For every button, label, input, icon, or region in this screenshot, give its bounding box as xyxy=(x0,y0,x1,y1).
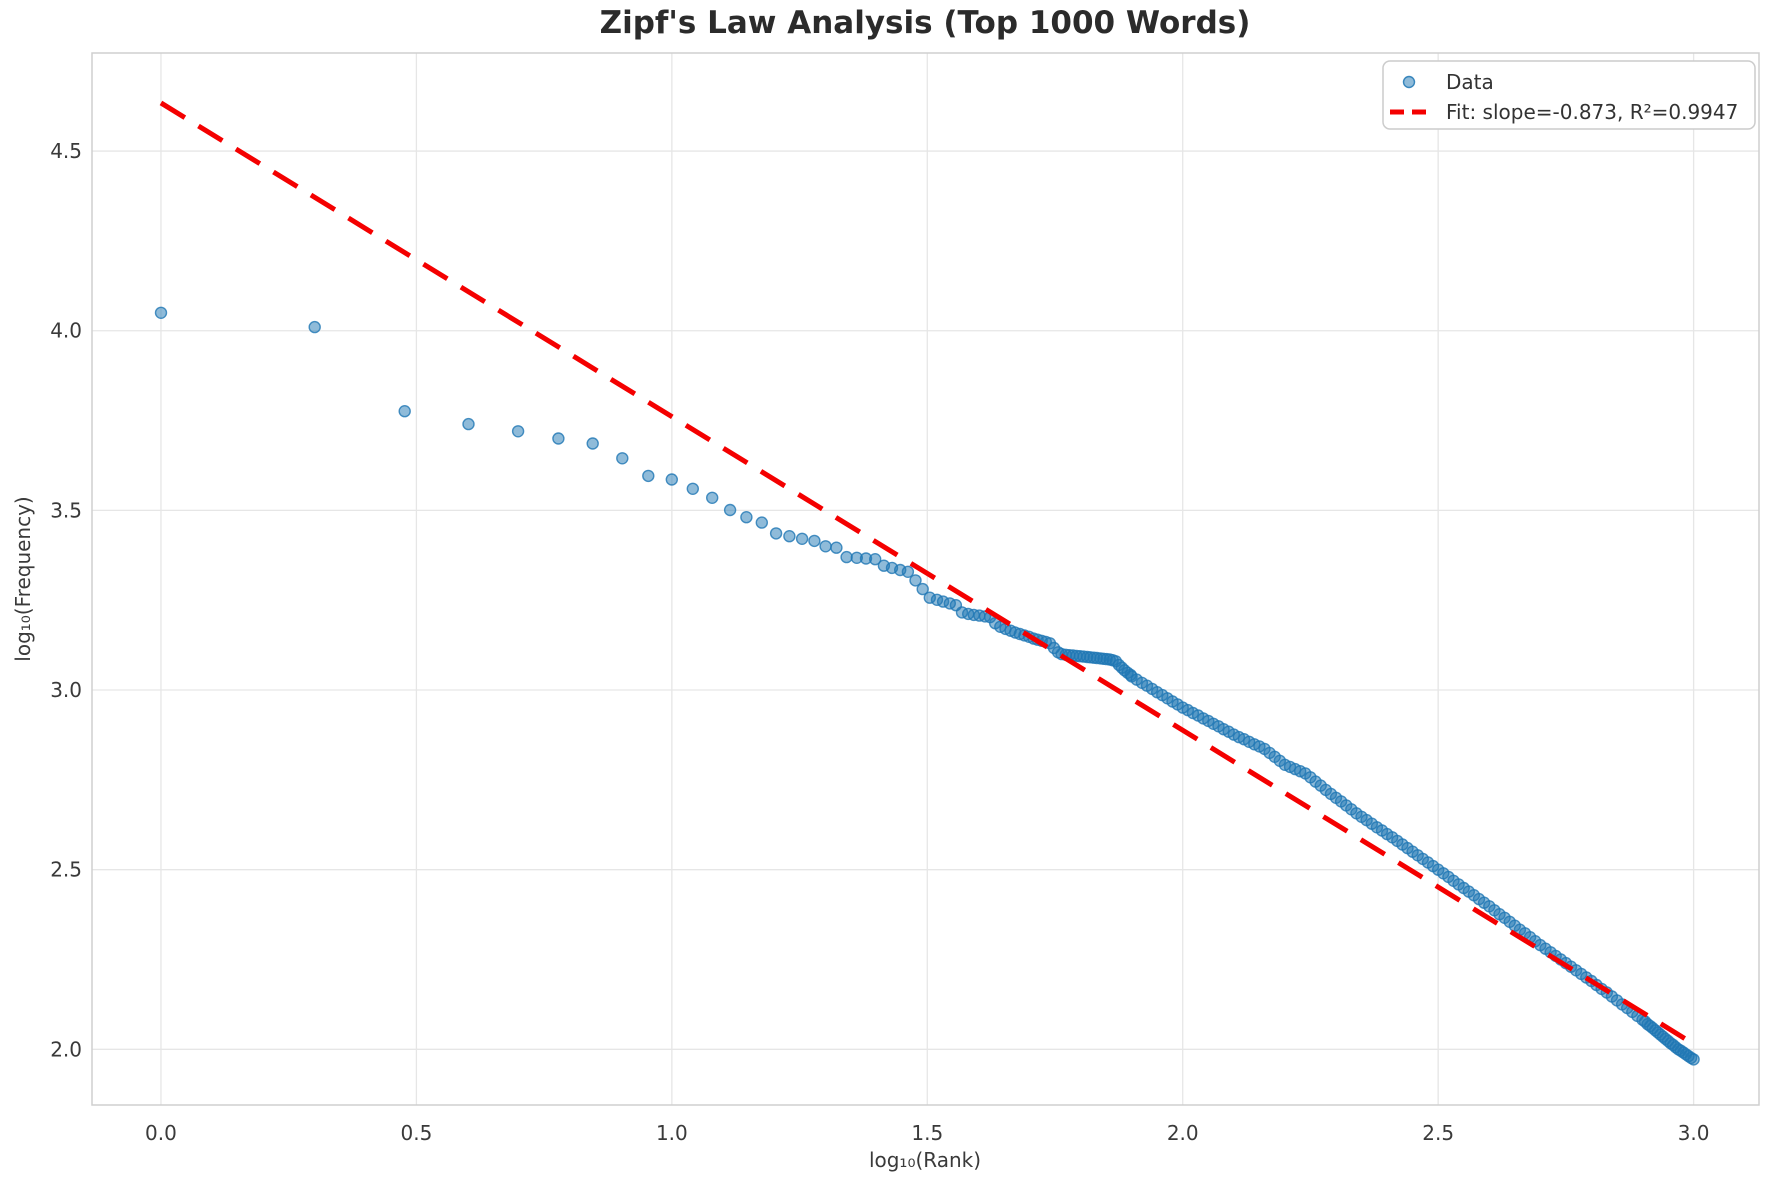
legend-marker-icon xyxy=(1402,75,1416,89)
data-point xyxy=(706,491,719,504)
fit-line xyxy=(159,100,1695,1047)
data-point xyxy=(901,565,915,578)
y-tick-label: 2.5 xyxy=(50,858,82,882)
data-point xyxy=(740,511,753,524)
x-tick-label: 3.0 xyxy=(1678,1121,1710,1145)
y-tick-label: 4.5 xyxy=(50,139,82,163)
y-axis-label: log₁₀(Frequency) xyxy=(11,496,35,661)
data-point xyxy=(642,469,655,483)
x-tick-label: 1.5 xyxy=(911,1121,943,1145)
data-point xyxy=(830,541,843,554)
chart-title: Zipf's Law Analysis (Top 1000 Words) xyxy=(600,5,1251,41)
data-point xyxy=(769,527,783,540)
legend-entry-fit: Fit: slope=-0.873, R²=0.9947 xyxy=(1446,100,1738,124)
x-tick-label: 1.0 xyxy=(656,1121,688,1145)
data-point xyxy=(665,473,678,486)
grid-lines xyxy=(92,53,1759,1105)
x-axis-label: log₁₀(Rank) xyxy=(869,1148,981,1172)
data-point xyxy=(398,405,411,418)
x-tick-label: 2.5 xyxy=(1422,1121,1454,1145)
y-tick-label: 4.0 xyxy=(50,319,82,343)
data-point xyxy=(462,417,475,431)
y-tick-labels: 4.5 4.0 3.5 3.0 2.5 2.0 xyxy=(50,139,82,1061)
data-point xyxy=(909,574,922,587)
axes-spines xyxy=(91,52,1760,1106)
data-point xyxy=(723,503,737,517)
x-tick-label: 0.0 xyxy=(145,1121,177,1145)
x-tick-label: 2.0 xyxy=(1167,1121,1199,1145)
data-point xyxy=(154,306,168,319)
data-point xyxy=(869,553,882,566)
legend-box xyxy=(1382,60,1756,130)
y-tick-label: 2.0 xyxy=(50,1037,82,1061)
x-tick-labels: 0.0 0.5 1.0 1.5 2.0 2.5 3.0 xyxy=(145,1121,1709,1145)
plot-area xyxy=(92,53,1759,1105)
data-point xyxy=(755,516,768,529)
data-point xyxy=(808,534,821,548)
y-tick-label: 3.0 xyxy=(50,678,82,702)
legend: Data Fit: slope=-0.873, R²=0.9947 xyxy=(1382,60,1756,130)
data-point xyxy=(819,540,832,553)
data-point xyxy=(795,532,809,545)
data-point xyxy=(1687,1053,1700,1066)
data-point xyxy=(552,432,565,445)
data-point xyxy=(308,320,321,334)
x-tick-label: 0.5 xyxy=(401,1121,433,1145)
data-point xyxy=(840,550,853,564)
data-point xyxy=(511,425,525,438)
data-point xyxy=(616,452,629,465)
fit-line-segment xyxy=(159,100,1695,1047)
legend-entry-data: Data xyxy=(1446,70,1494,94)
data-point xyxy=(783,530,796,543)
data-point xyxy=(916,582,929,596)
data-point xyxy=(586,437,599,450)
data-points xyxy=(154,306,1700,1066)
data-point xyxy=(686,482,699,495)
y-tick-label: 3.5 xyxy=(50,498,82,522)
